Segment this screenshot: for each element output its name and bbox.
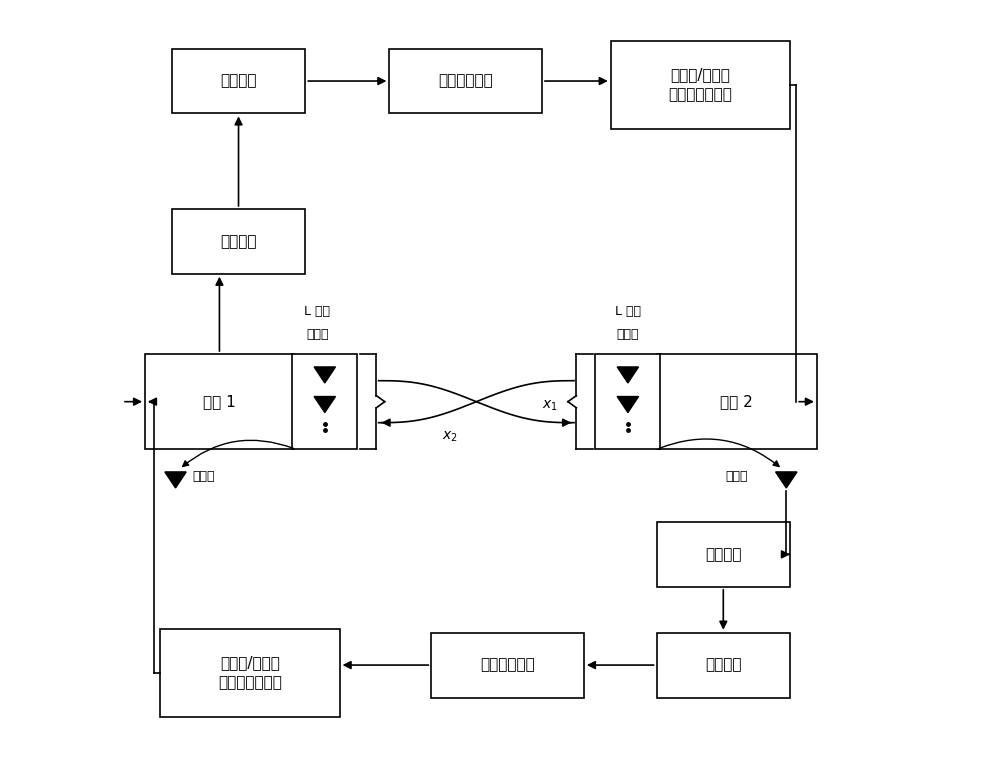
Bar [292,354,357,449]
Text: 有限比特反馈: 有限比特反馈 [438,74,493,88]
Text: 用户 1: 用户 1 [203,394,236,409]
Text: 全双工/半双工
选择及波束成型: 全双工/半双工 选择及波束成型 [668,68,732,102]
Polygon shape [617,367,639,383]
Text: L 根发: L 根发 [304,305,330,318]
Polygon shape [776,472,797,488]
Polygon shape [617,397,639,412]
Text: L 根发: L 根发 [615,305,641,318]
Text: 送天线: 送天线 [617,328,639,341]
Polygon shape [314,367,335,383]
Text: $x_1$: $x_1$ [542,398,558,413]
Bar [657,354,817,449]
Text: 送天线: 送天线 [306,328,328,341]
Text: 自干扰: 自干扰 [192,470,215,483]
Text: $x_2$: $x_2$ [442,429,458,444]
Text: 有限比特反馈: 有限比特反馈 [480,657,535,673]
Bar [160,629,340,717]
Text: 信道估计: 信道估计 [705,547,742,562]
Bar [657,522,790,587]
Bar [172,48,305,114]
Text: 用户 2: 用户 2 [720,394,753,409]
Bar [657,633,790,697]
Bar [145,354,294,449]
Text: 信道估计: 信道估计 [220,234,257,249]
Polygon shape [314,397,335,412]
Bar [595,354,660,449]
Text: 自干扰: 自干扰 [725,470,748,483]
Bar [431,633,584,697]
Bar [389,48,542,114]
Text: 全双工/半双工
选择及波束成型: 全双工/半双工 选择及波束成型 [218,655,282,690]
Bar [172,209,305,274]
Bar [611,41,790,128]
Text: 信道量化: 信道量化 [705,657,742,673]
Polygon shape [165,472,186,488]
Text: 信道量化: 信道量化 [220,74,257,88]
